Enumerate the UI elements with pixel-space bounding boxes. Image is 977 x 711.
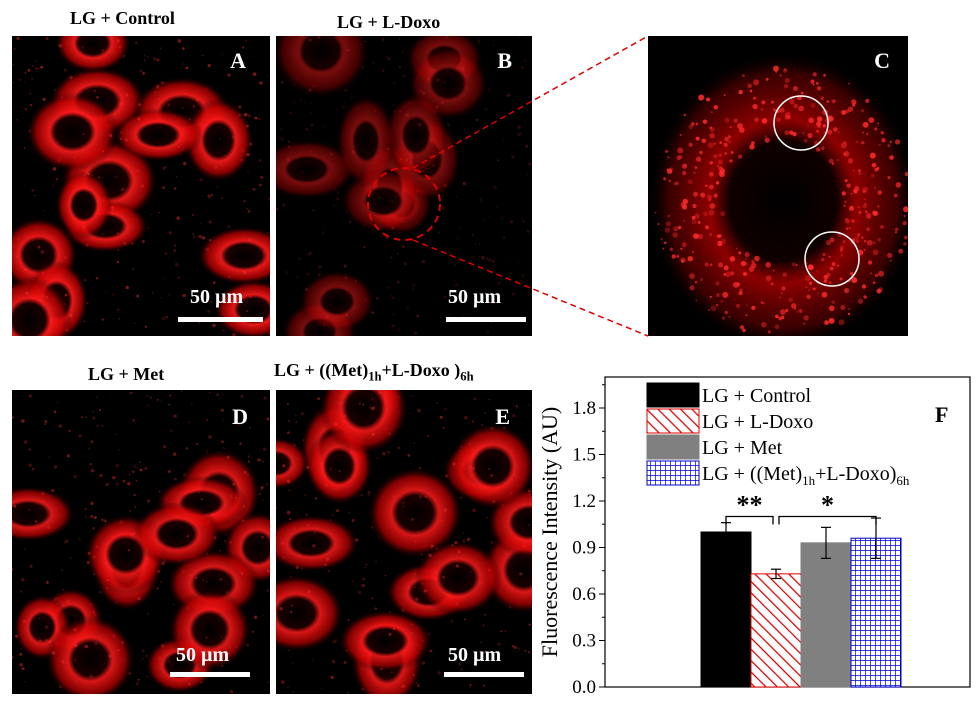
y-tick-label: 0.6	[572, 584, 596, 605]
significance-label: *	[821, 491, 834, 520]
legend-entry: LG + L-Doxo	[702, 411, 813, 433]
scale-bar-d	[170, 672, 250, 677]
legend-swatch	[646, 434, 700, 460]
highlight-circle	[773, 95, 829, 151]
cell	[12, 486, 76, 542]
scale-bar-a	[178, 317, 263, 322]
cell	[276, 437, 310, 490]
cell	[54, 36, 131, 73]
bar	[750, 573, 802, 688]
cell	[276, 574, 344, 653]
micrograph-panel-b: B 50 µm	[276, 36, 532, 336]
cell	[276, 514, 360, 572]
chart-svg: 0.0 0.3 0.6 0.9 1.2 1.5 1.8 Fluorescence Intens…	[537, 376, 971, 698]
cell	[26, 92, 120, 172]
cell	[338, 609, 433, 673]
cell	[336, 94, 396, 188]
cell	[113, 108, 204, 162]
cell	[298, 270, 376, 333]
cell-image-a	[12, 36, 270, 336]
micrograph-panel-d: D 50 µm	[12, 390, 270, 694]
y-tick-label: 0.0	[572, 677, 596, 698]
legend-entry: LG + ((Met)1h+L-Doxo)6h	[702, 463, 910, 488]
significance-label: **	[737, 491, 763, 520]
y-tick-label: 1.5	[572, 445, 596, 466]
scale-bar-b	[446, 317, 526, 322]
significance-bracket	[778, 515, 877, 525]
y-tick-label: 0.3	[572, 631, 596, 652]
significance-bracket	[725, 515, 774, 525]
micrograph-panel-e: E 50 µm	[276, 390, 532, 694]
cell	[319, 390, 409, 455]
cell	[449, 423, 532, 510]
cell-image-e	[276, 390, 532, 694]
cell	[12, 276, 73, 336]
legend-entry: LG + Control	[702, 385, 811, 407]
y-tick-label: 1.2	[572, 491, 596, 512]
cell	[197, 226, 270, 286]
micrograph-panel-c-zoom: C	[648, 36, 908, 336]
zoom-region-circle	[367, 167, 441, 241]
y-tick-label: 1.8	[572, 398, 596, 419]
y-tick-label: 0.9	[572, 538, 596, 559]
scale-text-e: 50 µm	[448, 644, 502, 666]
zoomed-cell-image	[648, 36, 908, 336]
legend-swatch	[646, 460, 700, 486]
cell	[276, 139, 356, 200]
cell-image-d	[12, 390, 270, 694]
panel-label-b: B	[497, 48, 512, 73]
cell	[45, 615, 136, 694]
bar	[850, 537, 902, 688]
bar	[800, 542, 852, 688]
cell	[183, 98, 254, 183]
highlight-circle	[804, 231, 860, 287]
cell	[367, 467, 463, 559]
legend-swatch	[646, 408, 700, 434]
legend-swatch	[646, 382, 700, 408]
panel-d-title: LG + Met	[88, 364, 165, 384]
scale-text-a: 50 µm	[190, 286, 244, 308]
scale-text-b: 50 µm	[448, 286, 502, 308]
legend-entry: LG + Met	[702, 437, 783, 459]
panel-e-title: LG + ((Met)1h+L-Doxo )6h	[274, 360, 474, 384]
panel-label-e: E	[495, 404, 510, 429]
y-axis-label: Fluorescence Intensity (AU)	[540, 407, 562, 657]
bar	[700, 531, 752, 688]
bar-chart-f: 0.0 0.3 0.6 0.9 1.2 1.5 1.8 Fluorescence Intens…	[537, 360, 972, 706]
panel-label-c: C	[874, 48, 890, 73]
cell	[55, 170, 113, 240]
cell	[168, 588, 251, 671]
cell	[276, 36, 370, 99]
panel-label-a: A	[230, 48, 246, 73]
panel-label-f: F	[935, 402, 948, 427]
cell	[132, 501, 222, 567]
panel-a-title: LG + Control	[70, 8, 175, 28]
panel-b-title: LG + L-Doxo	[337, 12, 441, 32]
scale-text-d: 50 µm	[176, 644, 230, 666]
scale-bar-e	[444, 672, 524, 677]
panel-label-d: D	[232, 404, 248, 429]
micrograph-panel-a: A 50 µm	[12, 36, 270, 336]
cell	[414, 540, 502, 616]
